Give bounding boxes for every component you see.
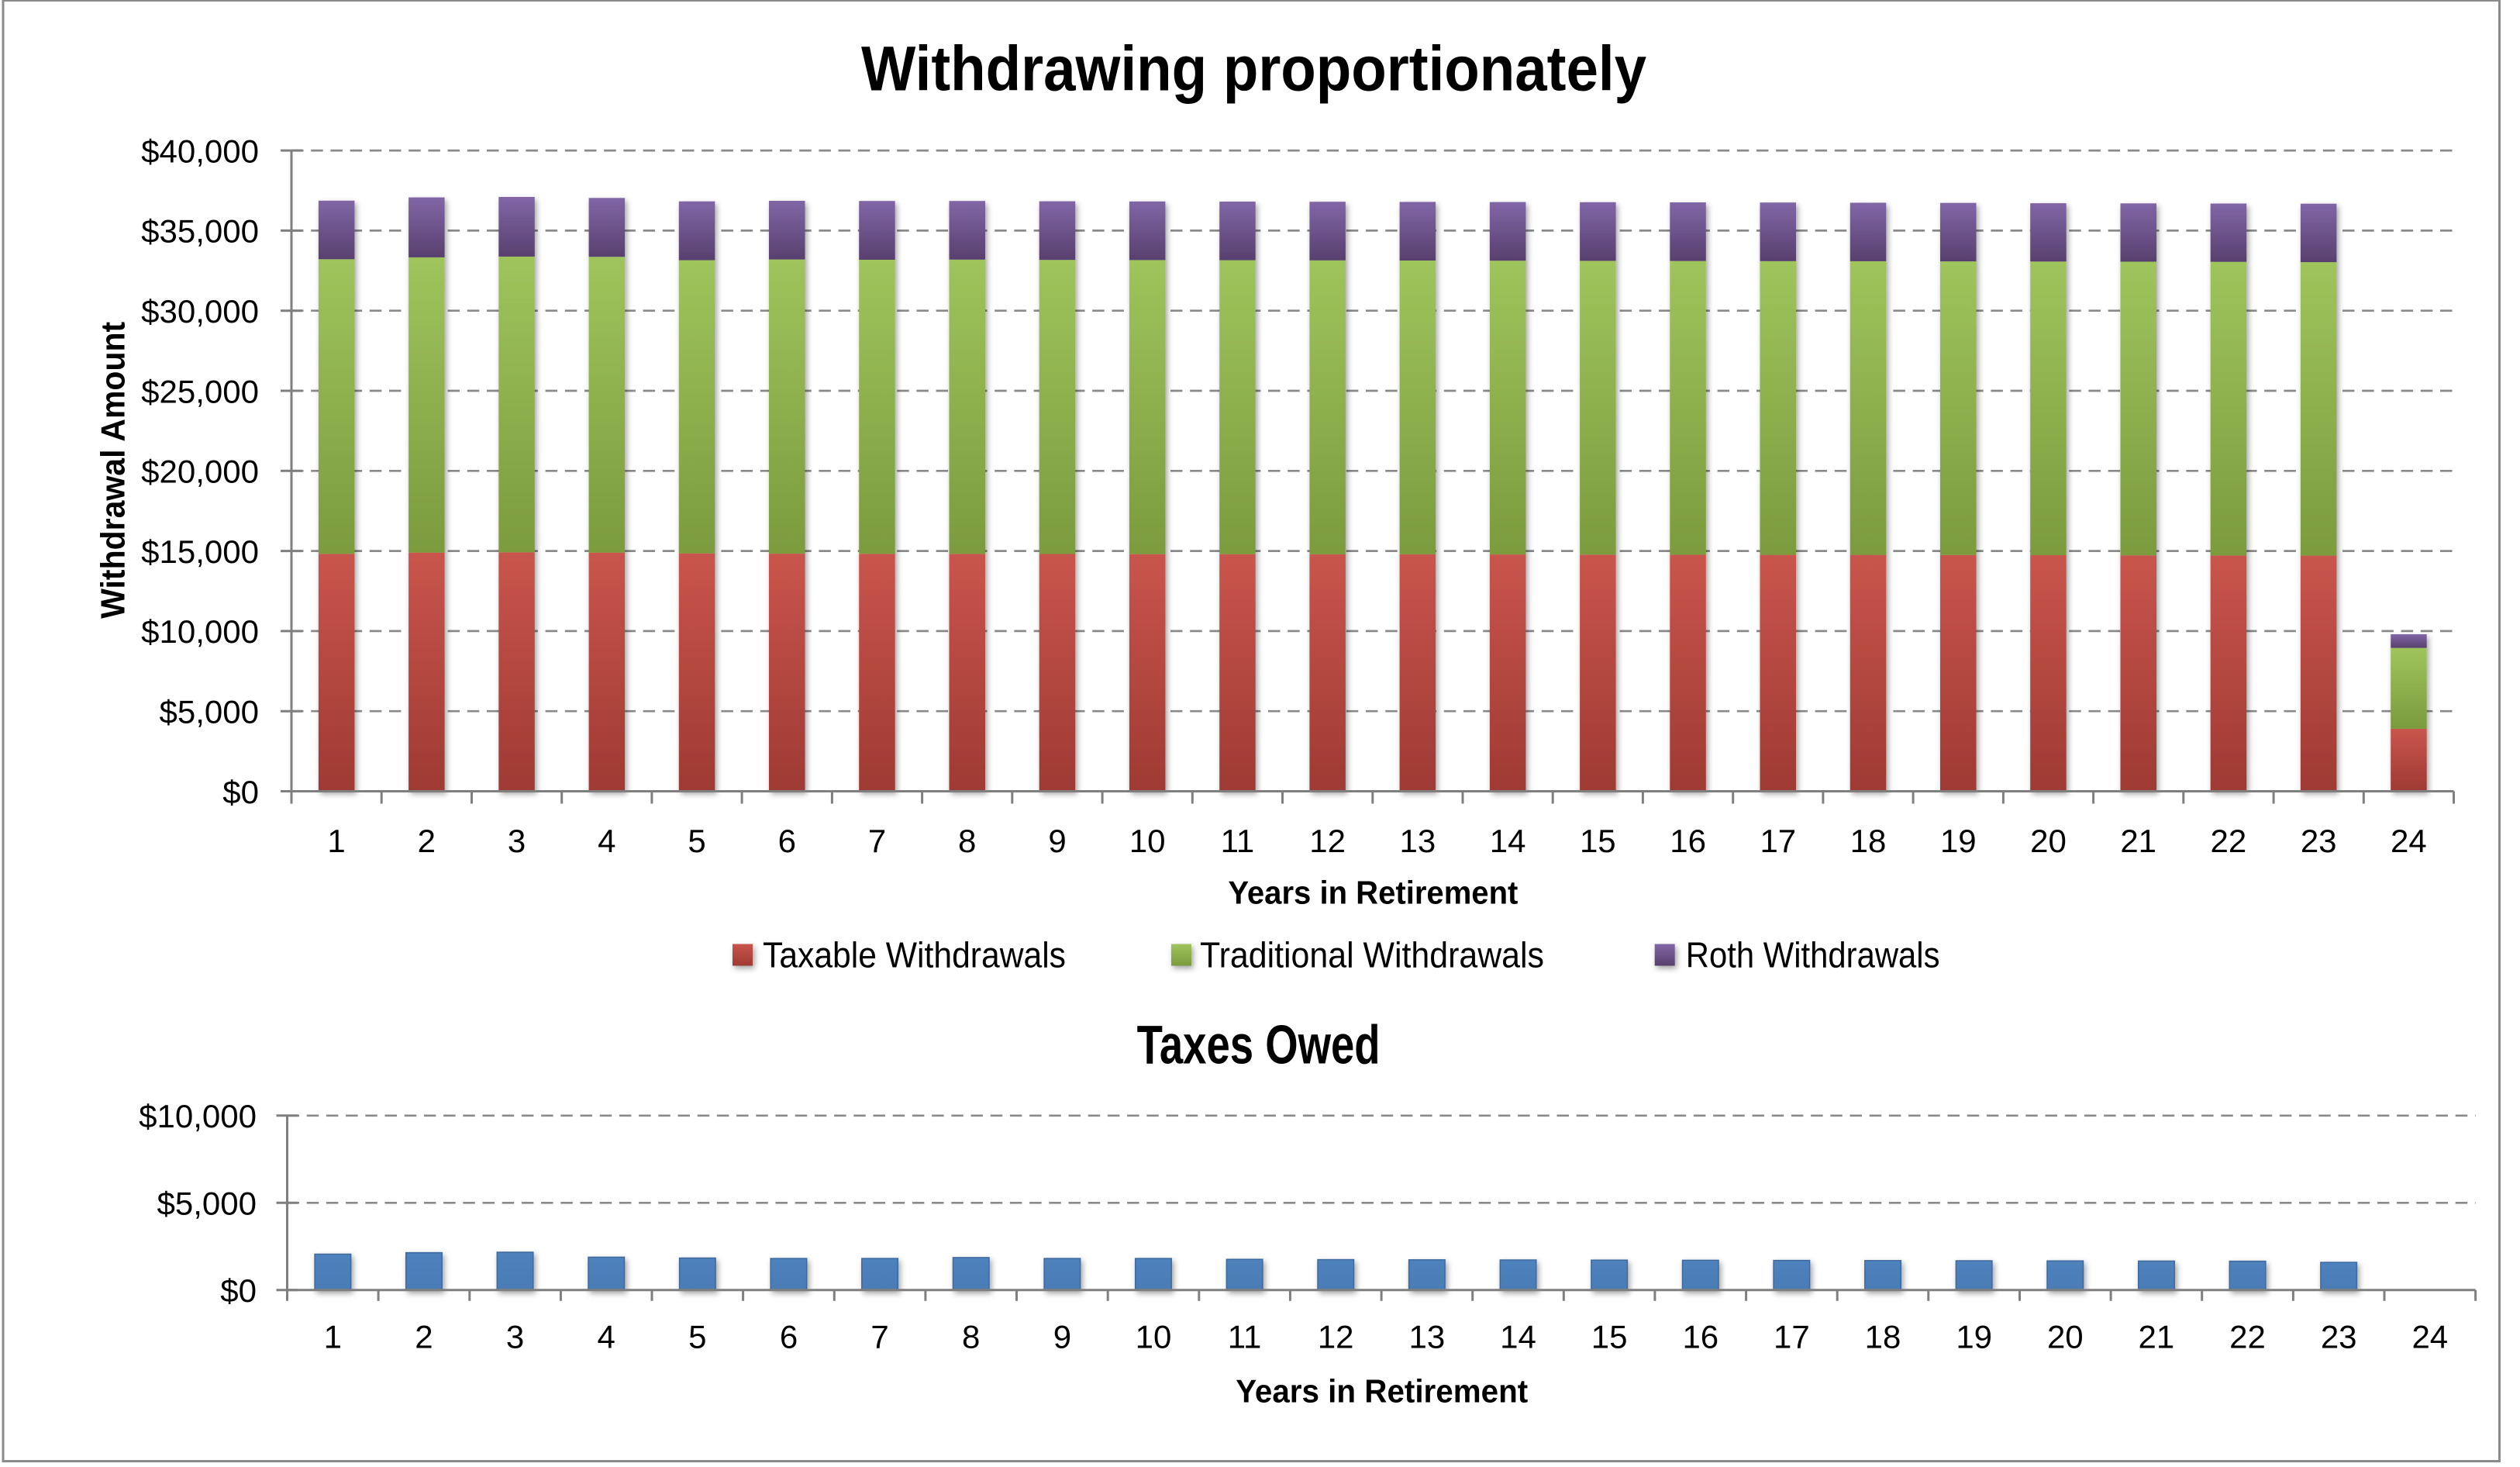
svg-text:9: 9 — [1048, 823, 1066, 859]
svg-text:21: 21 — [2120, 823, 2156, 859]
svg-text:14: 14 — [1500, 1318, 1536, 1355]
svg-text:5: 5 — [688, 823, 705, 859]
svg-text:$40,000: $40,000 — [141, 133, 259, 169]
svg-text:Years in Retirement: Years in Retirement — [1228, 875, 1518, 911]
svg-text:10: 10 — [1129, 823, 1166, 859]
svg-text:11: 11 — [1228, 1318, 1262, 1355]
svg-text:24: 24 — [2411, 1318, 2448, 1355]
svg-text:22: 22 — [2211, 823, 2247, 859]
svg-text:17: 17 — [1760, 823, 1796, 859]
svg-text:12: 12 — [1318, 1318, 1354, 1355]
svg-text:1: 1 — [324, 1318, 342, 1355]
svg-text:22: 22 — [2229, 1318, 2266, 1355]
svg-text:10: 10 — [1136, 1318, 1172, 1355]
svg-text:2: 2 — [415, 1318, 433, 1355]
svg-text:13: 13 — [1409, 1318, 1446, 1355]
svg-text:13: 13 — [1400, 823, 1436, 859]
svg-text:$0: $0 — [222, 774, 259, 810]
svg-text:20: 20 — [2030, 823, 2067, 859]
svg-text:$30,000: $30,000 — [141, 293, 259, 330]
svg-text:$25,000: $25,000 — [141, 373, 259, 409]
svg-text:8: 8 — [958, 823, 976, 859]
svg-text:18: 18 — [1850, 823, 1887, 859]
svg-text:20: 20 — [2047, 1318, 2084, 1355]
svg-text:$5,000: $5,000 — [160, 694, 259, 730]
svg-text:3: 3 — [508, 823, 526, 859]
svg-text:3: 3 — [506, 1318, 524, 1355]
svg-text:6: 6 — [780, 1318, 798, 1355]
svg-text:16: 16 — [1682, 1318, 1718, 1355]
svg-text:21: 21 — [2139, 1318, 2175, 1355]
svg-text:16: 16 — [1670, 823, 1706, 859]
svg-text:15: 15 — [1591, 1318, 1628, 1355]
svg-text:9: 9 — [1053, 1318, 1071, 1355]
svg-text:24: 24 — [2391, 823, 2427, 859]
svg-text:23: 23 — [2321, 1318, 2357, 1355]
svg-text:11: 11 — [1221, 823, 1255, 859]
svg-text:4: 4 — [598, 823, 615, 859]
svg-text:Taxable Withdrawals: Taxable Withdrawals — [763, 934, 1066, 975]
svg-text:$5,000: $5,000 — [157, 1186, 257, 1222]
svg-text:$10,000: $10,000 — [139, 1098, 257, 1134]
svg-text:Withdrawal Amount: Withdrawal Amount — [95, 321, 133, 618]
svg-text:Years in Retirement: Years in Retirement — [1236, 1373, 1528, 1410]
svg-text:19: 19 — [1940, 823, 1977, 859]
svg-text:6: 6 — [778, 823, 796, 859]
svg-text:17: 17 — [1774, 1318, 1810, 1355]
svg-text:1: 1 — [327, 823, 345, 859]
svg-text:18: 18 — [1865, 1318, 1901, 1355]
svg-text:19: 19 — [1956, 1318, 1992, 1355]
svg-text:Roth Withdrawals: Roth Withdrawals — [1686, 934, 1940, 975]
svg-text:5: 5 — [688, 1318, 706, 1355]
svg-text:Withdrawing proportionately: Withdrawing proportionately — [861, 33, 1646, 104]
svg-text:Traditional Withdrawals: Traditional Withdrawals — [1200, 934, 1544, 975]
svg-text:12: 12 — [1309, 823, 1346, 859]
svg-text:$20,000: $20,000 — [141, 454, 259, 490]
svg-text:7: 7 — [870, 1318, 888, 1355]
svg-text:$35,000: $35,000 — [141, 213, 259, 250]
svg-text:15: 15 — [1580, 823, 1616, 859]
svg-text:$15,000: $15,000 — [141, 533, 259, 570]
svg-text:$10,000: $10,000 — [141, 613, 259, 650]
svg-text:$0: $0 — [220, 1272, 257, 1309]
svg-text:23: 23 — [2301, 823, 2337, 859]
svg-text:8: 8 — [962, 1318, 980, 1355]
svg-text:7: 7 — [868, 823, 886, 859]
svg-text:4: 4 — [598, 1318, 615, 1355]
svg-text:14: 14 — [1490, 823, 1526, 859]
svg-text:2: 2 — [418, 823, 436, 859]
svg-text:Taxes Owed: Taxes Owed — [1137, 1014, 1381, 1075]
